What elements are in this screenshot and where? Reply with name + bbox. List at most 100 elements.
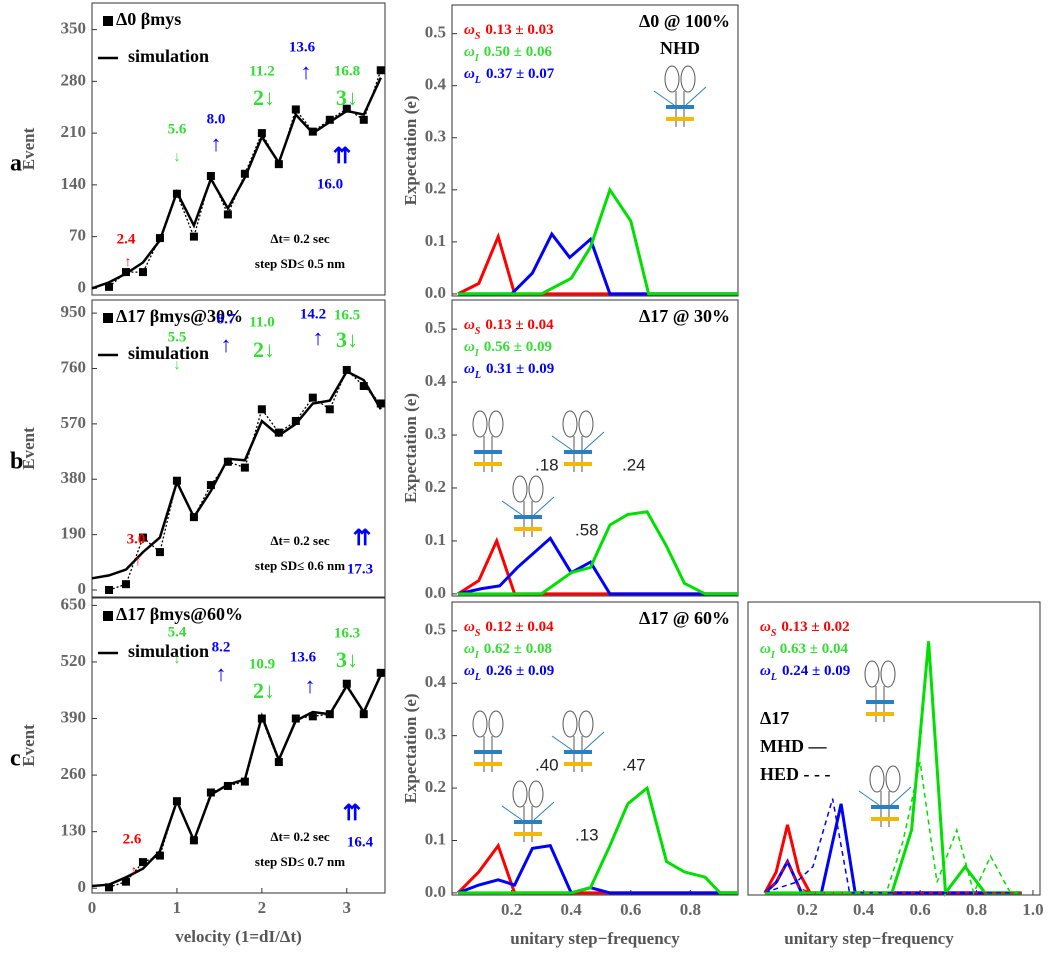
y-tick-label: 260: [61, 764, 87, 783]
step-arrow: ↑: [211, 131, 222, 156]
y-tick-label: 0.4: [425, 371, 447, 390]
omega-entry: ωI 0.63 ± 0.04: [760, 641, 848, 660]
y-tick-label: 950: [61, 302, 87, 321]
step-arrow: ↑: [301, 59, 312, 84]
data-line: [458, 510, 738, 596]
data-point: [155, 548, 164, 557]
legend-marker: [103, 611, 113, 621]
step-arrow: ↑: [221, 332, 232, 357]
molecule-icon: [501, 475, 555, 537]
omega-entry: ωS 0.13 ± 0.04: [464, 317, 554, 336]
data-line: [91, 674, 382, 888]
plot-frame: [451, 601, 739, 896]
y-tick-label: 0.1: [425, 829, 446, 848]
data-point: [308, 712, 317, 721]
step-label: 16.5: [334, 307, 360, 323]
omega-sub: S: [771, 628, 777, 639]
icon-lobe: [680, 65, 696, 93]
x-axis-label: unitary step−frequency: [510, 929, 680, 948]
omega-sub: I: [474, 348, 480, 359]
icon-tail: [653, 86, 707, 106]
omega-symbol: ω: [464, 22, 475, 38]
step-label: 2.6: [123, 831, 142, 847]
data-point: [376, 668, 385, 677]
omega-value: 0.13 ± 0.03: [485, 22, 553, 38]
y-tick-label: 140: [61, 174, 87, 193]
data-point: [376, 399, 385, 408]
data-point: [325, 115, 334, 124]
data-line: [763, 824, 1022, 895]
step-arrow: ↑: [313, 325, 324, 350]
omega-symbol: ω: [760, 641, 771, 657]
y-tick-label: 380: [61, 468, 87, 487]
omega-value: 0.63 ± 0.04: [780, 641, 849, 657]
omega-entry: ωI 0.56 ± 0.09: [464, 339, 552, 358]
icon-lobe: [578, 410, 594, 438]
y-tick-label: 70: [69, 226, 86, 245]
legend-label: Δ17 βmys@30%: [116, 306, 243, 326]
omega-value: 0.13 ± 0.04: [485, 317, 554, 333]
step-label: 16.4: [347, 834, 374, 850]
icon-tail: [551, 731, 605, 751]
data-point: [138, 858, 147, 867]
y-axis-label: Expectation (e): [401, 693, 420, 803]
y-tick-label: 0.2: [425, 477, 446, 496]
step-label: 11.2: [249, 63, 274, 79]
step-arrow: 3↓: [336, 647, 358, 672]
y-axis-label: Expectation (e): [401, 393, 420, 503]
omega-entry: ωI 0.50 ± 0.06: [464, 44, 552, 63]
y-tick-label: 760: [61, 357, 87, 376]
icon-lobe: [869, 765, 885, 793]
data-line: [91, 77, 382, 290]
legend-text: MHD —: [760, 736, 827, 756]
y-tick-label: 0.4: [425, 75, 447, 94]
panel-title: Δ17 @ 60%: [639, 608, 730, 628]
y-tick-label: 0.4: [425, 672, 447, 691]
omega-entry: ωS 0.13 ± 0.03: [464, 22, 554, 41]
icon-lobe: [472, 410, 488, 438]
y-tick-label: 0: [78, 579, 87, 598]
icon-tail: [501, 496, 555, 516]
step-label: 16.0: [317, 176, 343, 192]
data-line: [91, 369, 382, 580]
y-tick-label: 0.5: [425, 23, 446, 42]
data-point: [138, 268, 147, 277]
icon-label: .58: [575, 520, 599, 539]
data-line: [457, 535, 738, 596]
y-tick-label: 650: [61, 594, 87, 613]
data-point: [325, 405, 334, 414]
icon-label: .13: [575, 825, 599, 844]
omega-sub: S: [475, 31, 481, 42]
omega-value: 0.12 ± 0.04: [485, 619, 554, 635]
molecule-icon: [653, 65, 707, 127]
step-arrow: ⇈: [343, 800, 361, 825]
x-tick-label: 0.6: [909, 900, 930, 919]
legend-marker: [103, 313, 113, 323]
y-tick-label: 350: [61, 19, 87, 38]
step-arrow: ⇈: [333, 143, 351, 168]
data-point: [291, 416, 300, 425]
data-point: [342, 365, 351, 374]
data-line: [764, 798, 1022, 894]
omega-value: 0.13 ± 0.02: [781, 619, 849, 635]
omega-symbol: ω: [760, 619, 771, 635]
panel-label: b: [10, 449, 23, 475]
step-arrow: 3↓: [336, 85, 358, 110]
step-label: 17.3: [347, 561, 373, 577]
x-tick-label: 0.2: [797, 900, 818, 919]
y-tick-label: 0.1: [425, 530, 446, 549]
icon-label: .40: [535, 755, 559, 774]
step-label: 8.7: [217, 311, 236, 327]
x-tick-label: 1: [173, 898, 182, 917]
omega-entry: ωS 0.13 ± 0.02: [760, 619, 850, 638]
x-axis-label: unitary step−frequency: [784, 929, 954, 948]
omega-symbol: ω: [464, 66, 475, 82]
data-point: [308, 393, 317, 402]
legend-label: simulation: [128, 641, 209, 661]
data-line: [457, 232, 738, 296]
data-line: [764, 761, 1022, 896]
icon-tail: [858, 786, 912, 806]
data-line: [458, 785, 738, 895]
data-point: [240, 777, 249, 786]
data-point: [189, 232, 198, 241]
